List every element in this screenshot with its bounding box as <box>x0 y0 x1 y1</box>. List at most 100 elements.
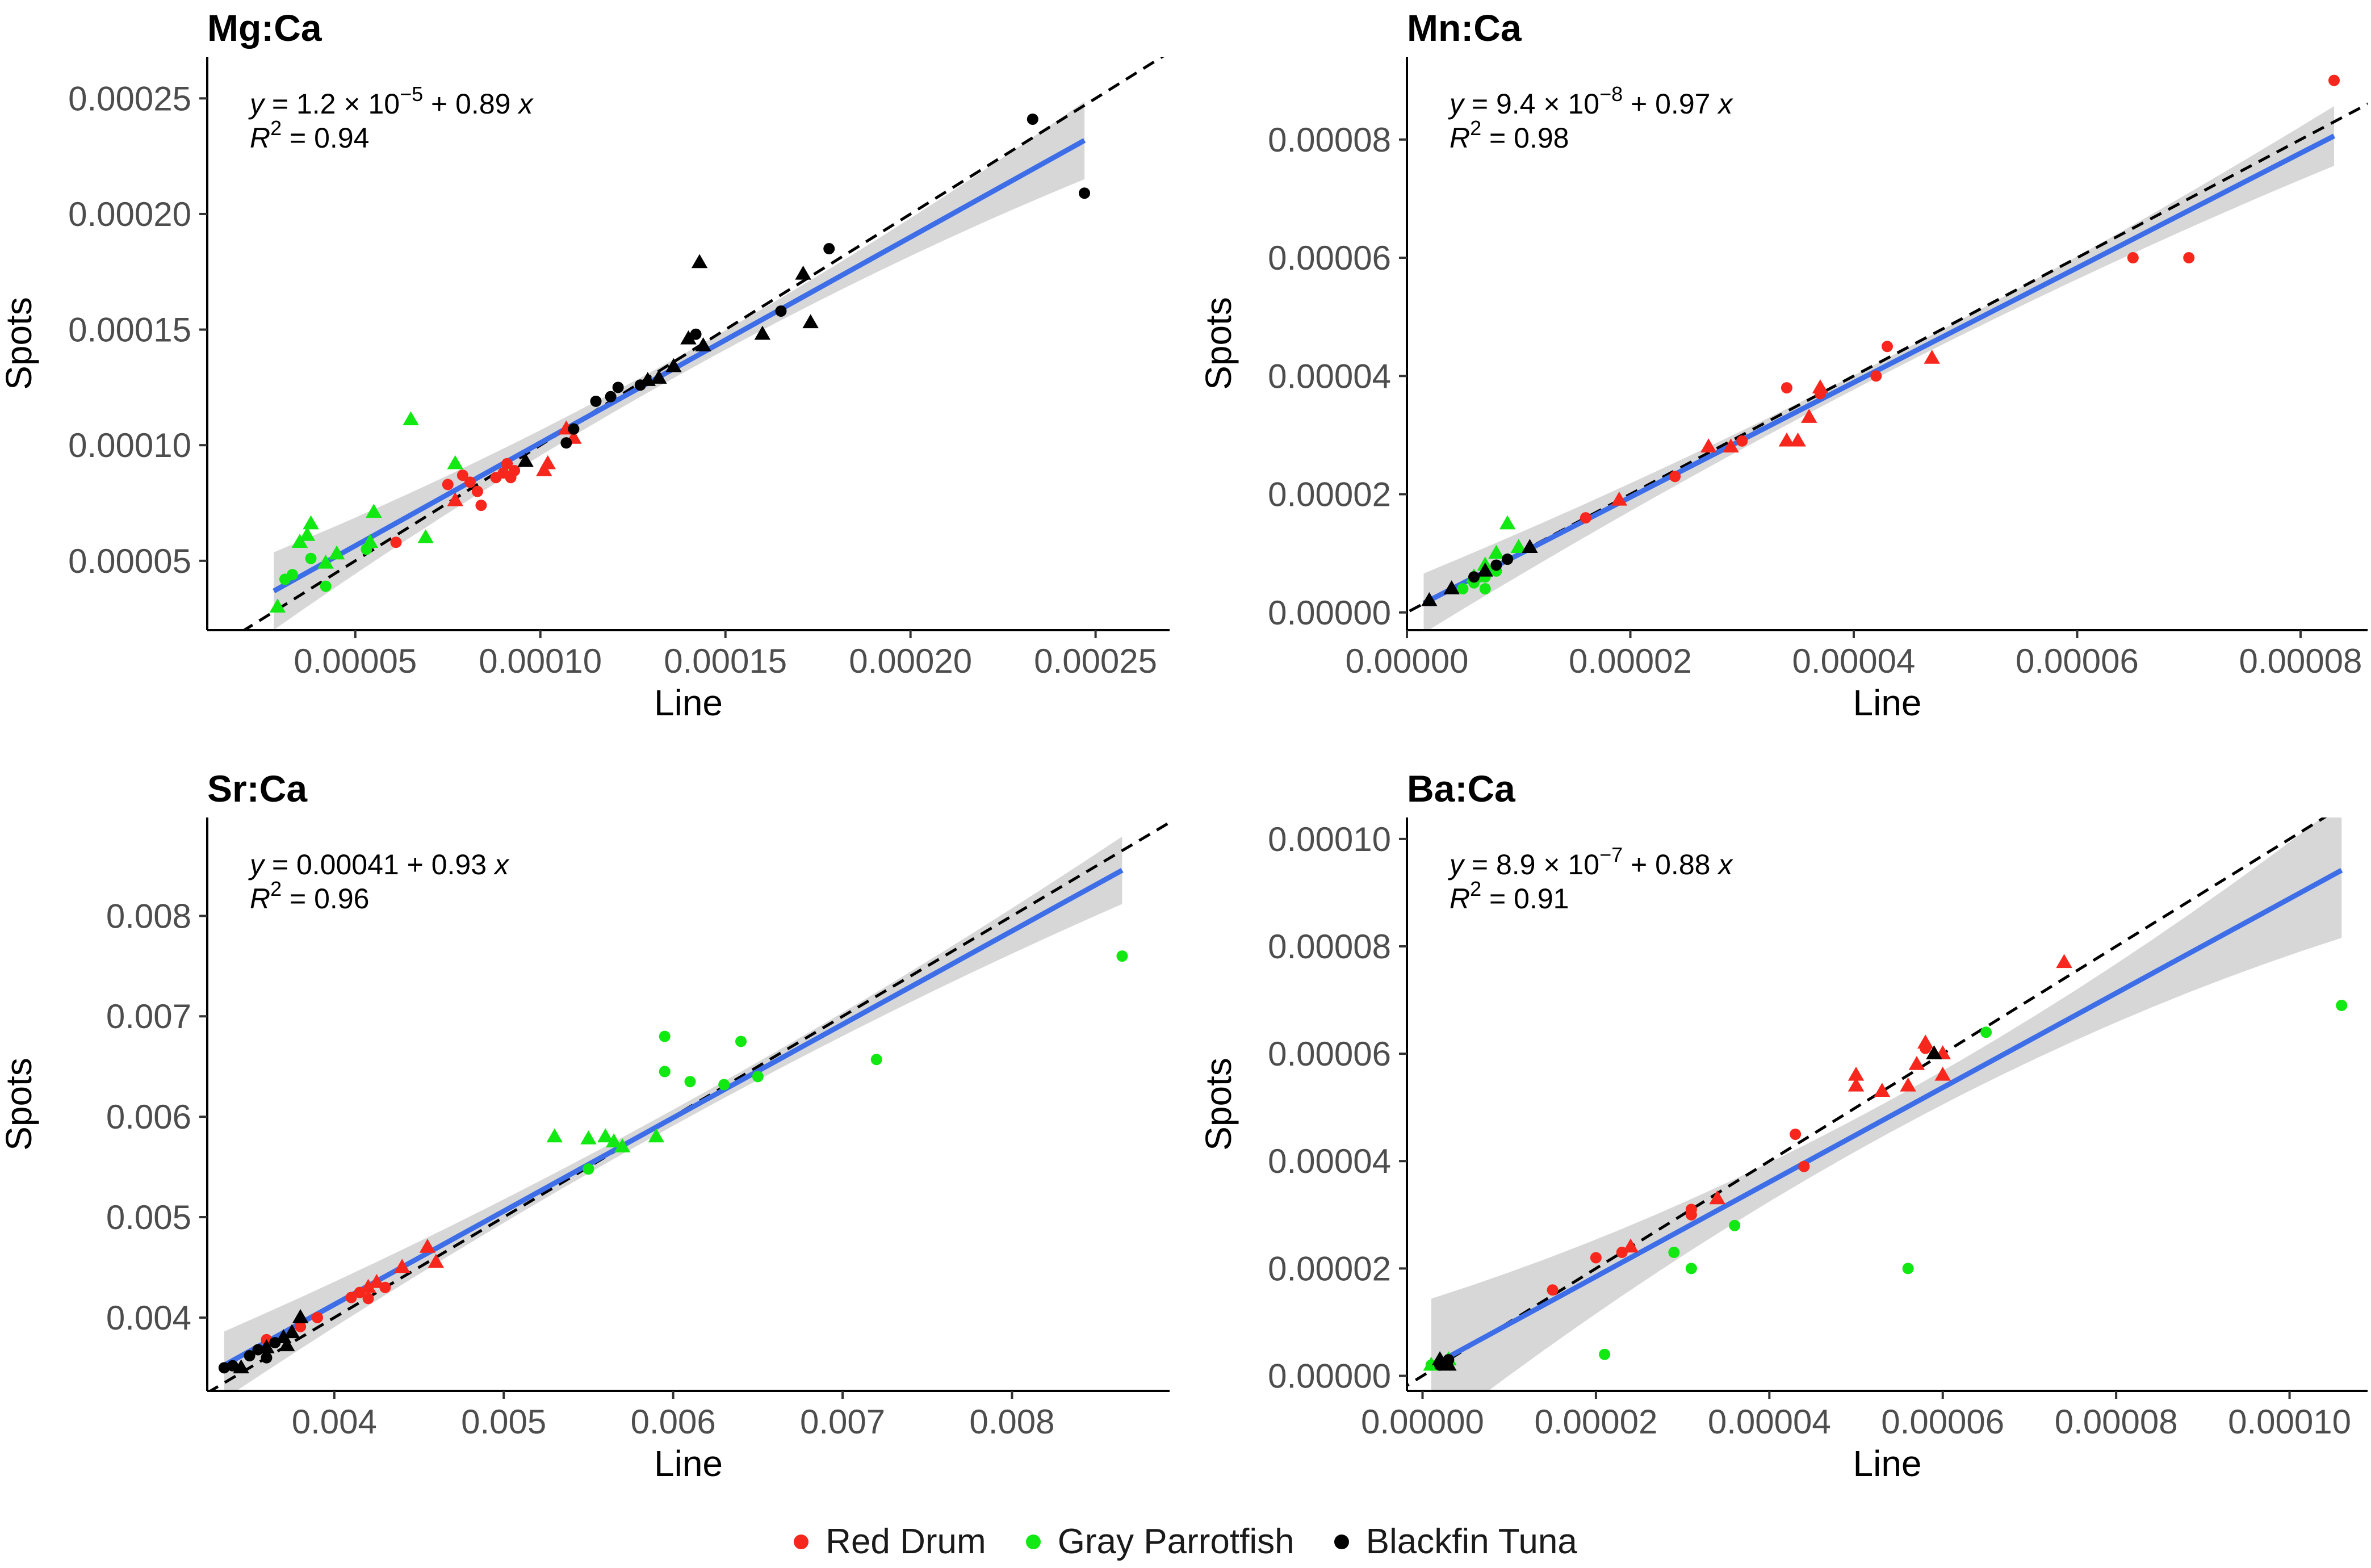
y-tick-label: 0.005 <box>106 1198 191 1236</box>
legend-swatch-blackfin-tuna <box>1334 1534 1349 1549</box>
data-point <box>456 469 468 481</box>
y-axis-label: Spots <box>1198 297 1239 390</box>
legend: Red Drum Gray Parrotfish Blackfin Tuna <box>0 1521 2371 1562</box>
x-tick-label: 0.00005 <box>294 642 417 680</box>
y-tick-label: 0.00002 <box>1268 1250 1391 1288</box>
data-point <box>1798 1160 1810 1172</box>
data-point <box>1781 382 1792 394</box>
x-tick-label: 0.00002 <box>1569 642 1692 680</box>
plot-area <box>1407 74 2368 630</box>
r-squared: R2 = 0.91 <box>1450 877 1569 915</box>
regression-equation: y = 0.00041 + 0.93 x <box>248 849 510 881</box>
data-point <box>1079 187 1091 199</box>
data-point-triangle <box>1611 491 1628 506</box>
x-axis-label: Line <box>654 682 723 723</box>
x-axis-label: Line <box>1853 1443 1922 1484</box>
data-point-triangle <box>802 314 819 329</box>
data-point-triangle <box>1622 1238 1639 1253</box>
data-point-triangle <box>317 554 334 569</box>
data-point-triangle <box>1812 379 1829 393</box>
data-point-triangle <box>1723 438 1739 452</box>
data-point <box>1870 370 1882 382</box>
legend-swatch-red-drum <box>794 1534 809 1549</box>
regression-equation: y = 9.4 × 10−8 + 0.97 x <box>1448 82 1733 120</box>
data-point <box>568 423 580 435</box>
y-tick-label: 0.00008 <box>1268 928 1391 966</box>
data-point-triangle <box>1488 544 1505 559</box>
data-point <box>1580 512 1591 524</box>
data-point-triangle <box>2056 954 2072 969</box>
y-axis-label: Spots <box>0 1058 39 1151</box>
data-point <box>501 458 513 469</box>
y-tick-label: 0.00006 <box>1268 1035 1391 1073</box>
y-tick-label: 0.00010 <box>1268 820 1391 858</box>
data-point-triangle <box>1700 438 1717 452</box>
data-point <box>311 1311 323 1323</box>
data-point-triangle <box>417 529 434 543</box>
data-point <box>471 485 483 497</box>
data-point <box>390 536 402 548</box>
y-tick-label: 0.00000 <box>1268 1357 1391 1395</box>
data-point-triangle <box>1477 562 1493 577</box>
data-point <box>718 1079 730 1091</box>
data-point-triangle <box>366 504 382 518</box>
data-point <box>1027 113 1038 125</box>
data-point-triangle <box>1709 1190 1725 1205</box>
y-tick-label: 0.00015 <box>68 311 191 349</box>
y-tick-label: 0.007 <box>106 997 191 1035</box>
series-red-drum <box>1547 954 2072 1296</box>
data-point-triangle <box>1801 409 1817 423</box>
panel-mgca: 0.00005 0.00010 0.00015 0.00020 0.00025 0.000… <box>0 7 1170 723</box>
data-point-triangle <box>447 455 464 469</box>
data-point-triangle <box>368 1273 385 1288</box>
y-tick-label: 0.00025 <box>68 79 191 118</box>
data-point-triangle <box>539 455 556 469</box>
data-point <box>1790 1128 1802 1140</box>
data-point <box>1468 571 1480 583</box>
x-tick-label: 0.00006 <box>1881 1403 2004 1441</box>
data-point-triangle <box>447 492 464 506</box>
x-tick-label: 0.00000 <box>1346 642 1469 680</box>
data-point-triangle <box>360 1278 376 1293</box>
data-point <box>509 464 521 476</box>
y-tick-label: 0.00006 <box>1268 239 1391 277</box>
data-point <box>583 1163 594 1175</box>
data-point <box>823 243 835 255</box>
panel-title: Ba:Ca <box>1407 768 1516 810</box>
y-tick-label: 0.00002 <box>1268 476 1391 514</box>
data-point-triangle <box>1431 1351 1448 1365</box>
x-tick-label: 0.00010 <box>2228 1403 2351 1441</box>
data-point <box>244 1350 255 1362</box>
series-blackfin-tuna <box>1421 539 1538 606</box>
regression-equation: y = 1.2 × 10−5 + 0.89 x <box>248 82 534 120</box>
data-point <box>442 479 454 490</box>
data-point <box>295 1320 307 1332</box>
data-point-triangle <box>1790 432 1806 447</box>
series-gray-parrotfish <box>546 950 1128 1175</box>
data-point <box>1882 341 1893 353</box>
data-point <box>1668 1247 1680 1259</box>
data-point-triangle <box>328 545 345 560</box>
series-red-drum <box>261 1239 445 1345</box>
data-point <box>2328 74 2340 86</box>
data-point <box>590 395 602 407</box>
x-tick-label: 0.00020 <box>849 642 972 680</box>
identity-line <box>1407 817 2327 1387</box>
legend-item-blackfin-tuna: Blackfin Tuna <box>1334 1521 1577 1562</box>
data-point <box>752 1071 764 1083</box>
legend-item-red-drum: Red Drum <box>794 1521 986 1562</box>
data-point <box>218 1362 230 1374</box>
data-point-triangle <box>651 370 667 384</box>
data-point <box>286 569 298 581</box>
data-point <box>1599 1348 1611 1360</box>
x-tick-label: 0.00008 <box>2055 1403 2178 1441</box>
series-blackfin-tuna <box>218 1309 309 1374</box>
data-point <box>1736 435 1748 447</box>
r-squared: R2 = 0.94 <box>250 116 369 154</box>
panel-title: Mn:Ca <box>1407 7 1522 49</box>
data-point-triangle <box>1443 580 1460 594</box>
data-point-triangle <box>1440 1356 1457 1371</box>
data-point-triangle <box>517 452 534 467</box>
data-point <box>605 391 617 403</box>
data-point-triangle <box>1522 539 1538 553</box>
